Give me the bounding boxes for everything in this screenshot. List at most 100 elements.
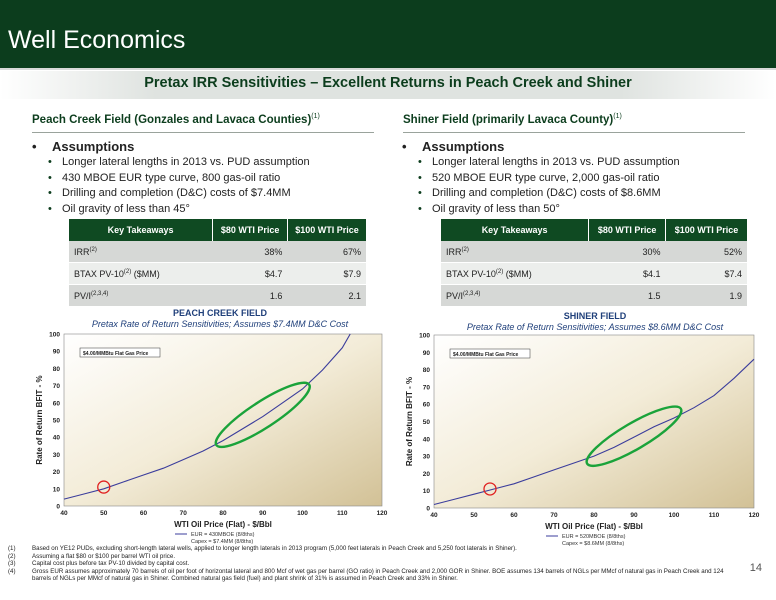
table-row: PV/I(2,3,4) 1.6 2.1 — [69, 284, 366, 307]
x-tick-label: 50 — [100, 510, 108, 517]
y-tick-label: 40 — [53, 435, 61, 442]
assumptions-heading: • Assumptions — [400, 138, 760, 155]
peach-creek-title-text: Peach Creek Field (Gonzales and Lavaca C… — [32, 113, 312, 126]
peach-creek-chart-title: PEACH CREEK FIELD — [172, 308, 267, 318]
shiner-heading: Shiner Field (primarily Lavaca County)(1… — [403, 113, 622, 126]
bullet-dot: • — [418, 202, 422, 215]
table-row: IRR(2) 30% 52% — [441, 241, 747, 263]
x-tick-label: 80 — [219, 510, 227, 517]
y-tick-label: 70 — [53, 383, 61, 390]
assumptions-label: Assumptions — [52, 139, 135, 154]
page-number: 14 — [749, 562, 762, 574]
peach-creek-chart-subtitle: Pretax Rate of Return Sensitivities; Ass… — [91, 319, 349, 329]
footnotes: (1) Based on YE12 PUDs, excluding short-l… — [8, 545, 728, 583]
page-subtitle: Pretax IRR Sensitivities – Excellent Ret… — [144, 75, 632, 91]
value-100: 2.1 — [287, 284, 366, 307]
bullet-dot: • — [48, 156, 52, 168]
bullet-dot: • — [402, 139, 407, 154]
assumptions-label: Assumptions — [422, 139, 505, 154]
breakeven-circle — [97, 480, 111, 494]
value-100: 67% — [287, 241, 366, 263]
table-header: Key Takeaways — [69, 219, 214, 241]
assumption-text: Longer lateral lengths in 2013 vs. PUD a… — [62, 156, 310, 168]
shiner-chart-title: SHINER FIELD — [563, 311, 627, 321]
assumption-text: 430 MBOE EUR type curve, 800 gas-oil rat… — [62, 171, 281, 184]
assumption-item: • Drilling and completion (D&C) costs of … — [400, 186, 760, 202]
y-tick-label: 10 — [53, 486, 61, 493]
gas-price-note-box — [79, 347, 161, 358]
shiner-title-text: Shiner Field (primarily Lavaca County) — [403, 113, 614, 126]
bullet-dot: • — [418, 171, 422, 184]
y-tick-label: 0 — [56, 504, 60, 511]
assumption-text: 520 MBOE EUR type curve, 2,000 gas-oil r… — [432, 171, 660, 184]
assumption-item: • Longer lateral lengths in 2013 vs. PUD … — [400, 155, 760, 171]
x-axis-label: WTI Oil Price (Flat) - $/Bbl — [174, 520, 272, 529]
row-label: BTAX PV-10(2) ($MM) — [441, 262, 589, 285]
footnote: (2) Assuming a flat $80 or $100 per barre… — [8, 552, 176, 560]
bullet-dot: • — [48, 202, 52, 215]
footnote: (1) Based on YE12 PUDs, excluding short-l… — [8, 545, 517, 552]
row-label: IRR(2) — [441, 241, 589, 263]
assumption-item: • 520 MBOE EUR type curve, 2,000 gas-oil … — [400, 171, 760, 187]
y-tick-label: 100 — [49, 332, 60, 339]
x-tick-label: 90 — [259, 510, 267, 517]
assumption-item: • Oil gravity of less than 45° — [30, 202, 390, 218]
peach-creek-key-takeaways-table: Key Takeaways $80 WTI Price $100 WTI Pri… — [69, 219, 366, 307]
x-tick-label: 70 — [180, 510, 188, 517]
table-header: Key Takeaways — [441, 219, 590, 241]
x-tick-label: 100 — [297, 510, 308, 517]
value-80: 1.6 — [212, 284, 288, 307]
table-header: $100 WTI Price — [287, 219, 366, 241]
value-80: 1.5 — [588, 284, 666, 307]
assumption-item: • Longer lateral lengths in 2013 vs. PUD … — [30, 155, 390, 171]
peach-creek-heading: Peach Creek Field (Gonzales and Lavaca C… — [32, 113, 320, 126]
assumption-item: • Oil gravity of less than 50° — [400, 202, 760, 218]
value-80: 38% — [212, 241, 288, 263]
row-label: PV/I(2,3,4) — [441, 284, 589, 307]
header-bar — [0, 0, 776, 68]
row-label: PV/I(2,3,4) — [69, 284, 213, 307]
table-row: BTAX PV-10(2) ($MM) $4.7 $7.9 — [69, 262, 366, 285]
table-row: BTAX PV-10(2) ($MM) $4.1 $7.4 — [441, 262, 747, 285]
plot-area — [63, 333, 383, 507]
bullet-dot: • — [418, 187, 422, 199]
bullet-dot: • — [48, 171, 52, 184]
y-axis-label: Rate of Return BFIT - % — [35, 375, 44, 464]
assumption-text: Drilling and completion (D&C) costs of $… — [432, 187, 661, 199]
gas-price-note: $4.00/MMBtu Flat Gas Price — [83, 351, 149, 357]
subtitle-bar — [0, 71, 776, 99]
x-tick-label: 120 — [377, 510, 388, 517]
table-header: $80 WTI Price — [212, 219, 288, 241]
assumption-item: • 430 MBOE EUR type curve, 800 gas-oil ra… — [30, 171, 390, 187]
bullet-dot: • — [48, 187, 52, 199]
shiner-divider — [403, 132, 745, 133]
footnote: (3) Capital cost plus before tax PV-10 di… — [8, 560, 190, 568]
bullet-dot: • — [32, 139, 37, 154]
assumption-text: Oil gravity of less than 45° — [62, 202, 190, 215]
value-80: $4.7 — [212, 262, 288, 285]
y-tick-label: 60 — [53, 400, 61, 407]
y-tick-label: 30 — [53, 452, 61, 459]
page-title: Well Economics — [8, 26, 186, 54]
shiner-assumptions: • Assumptions • Longer lateral lengths in … — [400, 138, 760, 217]
value-80: $4.1 — [588, 262, 666, 285]
assumptions-heading: • Assumptions — [30, 138, 390, 155]
value-100: 52% — [665, 241, 747, 263]
value-100: 1.9 — [665, 284, 747, 307]
peach-creek-divider — [32, 132, 374, 133]
table-header: $100 WTI Price — [665, 219, 747, 241]
y-tick-label: 50 — [53, 418, 61, 425]
assumption-text: Longer lateral lengths in 2013 vs. PUD a… — [432, 156, 680, 168]
peach-creek-assumptions: • Assumptions • Longer lateral lengths in … — [30, 138, 390, 217]
bullet-dot: • — [418, 156, 422, 168]
table-row: IRR(2) 38% 67% — [69, 241, 366, 263]
table-row: PV/I(2,3,4) 1.5 1.9 — [441, 284, 747, 307]
x-tick-label: 110 — [337, 510, 348, 517]
value-80: 30% — [588, 241, 666, 263]
irr-curve-line — [63, 333, 351, 500]
highlight-ellipse — [214, 381, 311, 449]
shiner-chart-subtitle: Pretax Rate of Return Sensitivities; Ass… — [466, 322, 724, 332]
x-tick-label: 40 — [60, 510, 68, 517]
assumption-text: Oil gravity of less than 50° — [432, 202, 560, 215]
